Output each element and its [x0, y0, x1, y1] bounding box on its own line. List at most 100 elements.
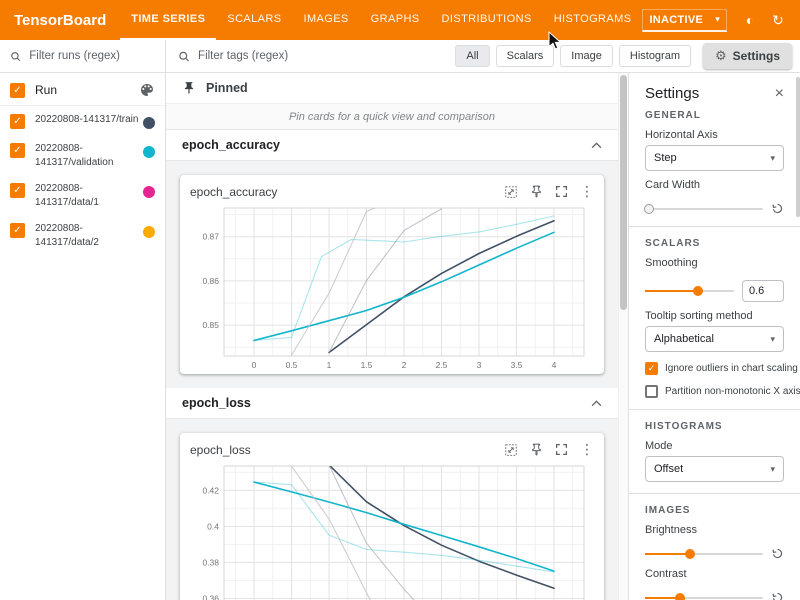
chip-scalars[interactable]: Scalars: [495, 45, 555, 67]
fullscreen-icon[interactable]: [555, 443, 568, 456]
section-title: epoch_accuracy: [182, 138, 280, 152]
histogram-mode-select[interactable]: Offset ▾: [645, 456, 784, 482]
chevron-up-icon: [591, 399, 602, 406]
run-row[interactable]: ✓ 20220808-141317/validation: [0, 135, 165, 175]
run-label: 20220808-141317/data/2: [35, 223, 99, 248]
chip-image[interactable]: Image: [560, 45, 613, 67]
run-checkbox[interactable]: ✓: [10, 183, 25, 198]
refresh-icon[interactable]: ↻: [772, 11, 784, 28]
partition-x-axis-checkbox[interactable]: [645, 385, 658, 398]
fit-domain-icon[interactable]: [504, 443, 518, 457]
run-row[interactable]: ✓ 20220808-141317/data/1: [0, 175, 165, 215]
run-checkbox[interactable]: ✓: [10, 143, 25, 158]
section-epoch-loss[interactable]: epoch_loss: [166, 388, 618, 419]
palette-icon[interactable]: [139, 82, 155, 98]
scrollbar-thumb[interactable]: [620, 75, 627, 310]
settings-button[interactable]: ⚙ Settings: [703, 43, 792, 69]
histograms-heading: HISTOGRAMS: [645, 421, 723, 432]
reset-icon[interactable]: [771, 202, 784, 215]
tags-toolbar: All Scalars Image Histogram ⚙ Settings: [166, 40, 800, 73]
tooltip-sorting-select[interactable]: Alphabetical ▾: [645, 326, 784, 352]
svg-text:1.5: 1.5: [361, 360, 373, 370]
chevron-down-icon: ▾: [770, 333, 775, 344]
filter-runs-input[interactable]: [29, 50, 155, 62]
settings-scrollbar-thumb[interactable]: [796, 77, 800, 217]
tooltip-sorting-label: Tooltip sorting method: [645, 310, 753, 322]
horizontal-axis-value: Step: [654, 152, 677, 164]
general-heading: GENERAL: [645, 110, 701, 121]
svg-text:0.36: 0.36: [202, 593, 219, 600]
card-title: epoch_accuracy: [190, 184, 278, 199]
pinned-header: Pinned: [166, 73, 618, 103]
more-options-icon[interactable]: ⋮: [580, 183, 594, 199]
chevron-down-icon: ▾: [770, 152, 775, 163]
tab-time-series[interactable]: TIME SERIES: [120, 0, 217, 40]
chevron-up-icon: [591, 141, 602, 148]
run-label: 20220808-141317/validation: [35, 143, 114, 168]
pin-card-icon[interactable]: [530, 185, 543, 198]
run-checkbox[interactable]: ✓: [10, 223, 25, 238]
pinned-hint: Pin cards for a quick view and compariso…: [166, 103, 618, 130]
ignore-outliers-checkbox[interactable]: ✓: [645, 362, 658, 375]
tooltip-sorting-value: Alphabetical: [654, 333, 714, 345]
tab-distributions[interactable]: DISTRIBUTIONS: [441, 13, 532, 25]
horizontal-axis-select[interactable]: Step ▾: [645, 145, 784, 171]
svg-text:0: 0: [252, 360, 257, 370]
svg-text:2.5: 2.5: [436, 360, 448, 370]
theme-toggle-icon[interactable]: ◐: [745, 12, 755, 28]
run-label: 20220808-141317/train: [35, 114, 139, 125]
contrast-slider[interactable]: [645, 592, 763, 600]
scalar-card-epoch-loss: epoch_loss ⋮ 00.511.522.533.540.360.380.…: [180, 433, 604, 600]
gear-icon[interactable]: ⚙: [793, 7, 800, 33]
slider-thumb[interactable]: [684, 548, 695, 559]
close-icon[interactable]: ×: [774, 84, 784, 102]
fullscreen-icon[interactable]: [555, 185, 568, 198]
cards-scroll-area: Pinned Pin cards for a quick view and co…: [166, 73, 628, 600]
run-color-dot: [143, 186, 155, 198]
smoothing-slider[interactable]: [645, 286, 734, 296]
svg-text:1: 1: [327, 360, 332, 370]
tab-histograms[interactable]: HISTOGRAMS: [553, 13, 632, 25]
chip-histogram[interactable]: Histogram: [618, 45, 691, 67]
more-options-icon[interactable]: ⋮: [580, 441, 594, 457]
runs-header: ✓ Run: [0, 73, 165, 106]
brightness-label: Brightness: [645, 524, 697, 536]
gear-icon: ⚙: [715, 48, 727, 63]
tab-images[interactable]: IMAGES: [303, 13, 349, 25]
section-body: epoch_loss ⋮ 00.511.522.533.540.360.380.…: [166, 419, 618, 600]
chevron-down-icon: ▾: [715, 14, 721, 24]
chip-all[interactable]: All: [455, 45, 490, 67]
slider-thumb[interactable]: [693, 286, 704, 296]
svg-text:3.5: 3.5: [511, 360, 523, 370]
slider-thumb[interactable]: [675, 592, 686, 600]
run-row[interactable]: ✓ 20220808-141317/train: [0, 106, 165, 135]
fit-domain-icon[interactable]: [504, 185, 518, 199]
tab-graphs[interactable]: GRAPHS: [370, 13, 420, 25]
pin-card-icon[interactable]: [530, 443, 543, 456]
run-row[interactable]: ✓ 20220808-141317/data/2: [0, 215, 165, 255]
section-epoch-accuracy[interactable]: epoch_accuracy: [166, 130, 618, 161]
runs-header-label: Run: [35, 83, 58, 97]
reset-icon[interactable]: [771, 547, 784, 560]
topbar-actions: INACTIVE ▾ ◐ ↻ ⚙ ?: [642, 0, 800, 40]
run-checkbox[interactable]: ✓: [10, 114, 25, 129]
runs-sidebar: ✓ Run ✓ 20220808-141317/train ✓ 20220808…: [0, 40, 166, 600]
svg-text:0.42: 0.42: [202, 485, 219, 495]
app-title: TensorBoard: [14, 11, 107, 29]
filter-tags-input[interactable]: [198, 50, 450, 62]
vertical-scrollbar[interactable]: [618, 73, 628, 600]
reset-icon[interactable]: [771, 591, 784, 600]
histogram-mode-value: Offset: [654, 463, 684, 475]
scalar-card-epoch-accuracy: epoch_accuracy ⋮ 0 0.5 1 1.5 2 2.5 3 3.5 4 0.85 0.…: [180, 175, 604, 374]
reload-status-select[interactable]: INACTIVE ▾: [642, 8, 728, 32]
pinned-title: Pinned: [206, 81, 248, 95]
settings-panel: Settings × GENERAL Horizontal Axis Step …: [628, 73, 800, 600]
card-width-slider[interactable]: [643, 203, 763, 214]
smoothing-value-input[interactable]: 0.6: [742, 280, 784, 302]
brightness-slider[interactable]: [645, 548, 763, 559]
slider-thumb[interactable]: [643, 203, 654, 214]
tab-scalars[interactable]: SCALARS: [227, 13, 282, 25]
svg-text:0.5: 0.5: [286, 360, 298, 370]
search-icon: [179, 51, 189, 61]
select-all-runs-checkbox[interactable]: ✓: [10, 83, 25, 98]
